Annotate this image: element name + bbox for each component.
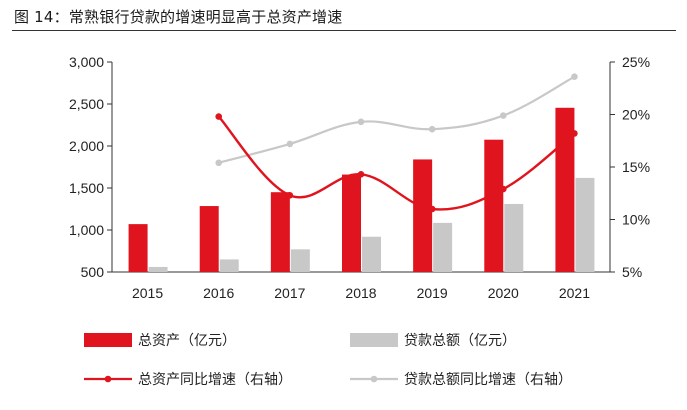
total-assets-bar <box>484 139 504 272</box>
legend-total-assets-growth: 总资产同比增速（右轴） <box>84 372 292 388</box>
total-loans-bar <box>433 222 453 272</box>
total-loans-bar <box>148 266 168 272</box>
right-tick-label: 10% <box>622 212 650 228</box>
x-tick-label: 2015 <box>132 285 163 301</box>
total-loans-bar <box>575 177 595 272</box>
total-assets-growth-point <box>215 113 223 120</box>
figure-title: 图 14：常熟银行贷款的增速明显高于总资产增速 <box>14 8 343 26</box>
lines <box>215 73 578 213</box>
x-tick-label: 2021 <box>559 285 590 301</box>
x-tick-label: 2019 <box>417 285 448 301</box>
total-loans-growth-point <box>357 118 365 126</box>
total-assets-growth-point <box>286 192 294 199</box>
total-assets-bar <box>555 107 575 272</box>
bars <box>128 107 595 272</box>
total-loans-bar <box>362 236 381 272</box>
left-tick-label: 1,500 <box>69 180 104 196</box>
total-loans-bar <box>219 259 239 272</box>
left-tick-label: 500 <box>81 264 105 280</box>
total-loans-growth-point <box>286 140 294 148</box>
tick-labels: 500 1,000 1,500 2,000 2,500 3,000 5% 10% 15% 20% 2… <box>69 54 650 301</box>
legend-label: 总资产（亿元） <box>138 333 236 349</box>
total-loans-growth-point <box>428 125 436 133</box>
left-tick-label: 3,000 <box>69 54 104 70</box>
total-assets-growth-point <box>499 185 507 193</box>
x-tick-label: 2020 <box>488 285 519 301</box>
total-loans-growth-point <box>215 159 223 167</box>
total-loans-growth-line <box>218 75 575 164</box>
total-assets-bar <box>413 159 433 272</box>
legend-label: 贷款总额（亿元） <box>404 333 516 349</box>
right-tick-label: 25% <box>622 54 650 70</box>
legend-marker <box>104 375 112 383</box>
left-tick-label: 2,000 <box>69 138 104 154</box>
left-tick-label: 2,500 <box>69 96 104 112</box>
total-loans-bar <box>290 249 310 272</box>
total-loans-growth-point <box>571 73 578 80</box>
total-assets-growth-point <box>571 130 578 137</box>
legend-swatch <box>350 333 398 347</box>
x-tick-label: 2018 <box>345 285 376 301</box>
total-assets-bar <box>128 224 148 272</box>
legend-total-loans-growth: 贷款总额同比增速（右轴） <box>350 372 572 388</box>
total-loans-bar <box>504 203 524 272</box>
legend-marker <box>370 375 378 383</box>
legend-swatch <box>84 333 132 347</box>
total-assets-bar <box>342 174 361 272</box>
legend-total-loans: 贷款总额（亿元） <box>350 333 516 349</box>
total-assets-bar <box>199 206 219 272</box>
legend: 总资产（亿元） 贷款总额（亿元） 总资产同比增速（右轴） 贷款总额同比增速（右轴） <box>84 333 572 388</box>
x-tick-label: 2016 <box>203 285 234 301</box>
legend-label: 贷款总额同比增速（右轴） <box>404 372 572 388</box>
total-assets-growth-point <box>357 171 365 178</box>
total-assets-growth-point <box>428 205 436 213</box>
total-assets-bar <box>270 192 290 272</box>
legend-label: 总资产同比增速（右轴） <box>138 372 292 388</box>
legend-total-assets: 总资产（亿元） <box>84 333 236 349</box>
title-rule <box>12 30 676 31</box>
right-tick-label: 5% <box>622 264 642 280</box>
x-tick-label: 2017 <box>274 285 305 301</box>
right-tick-label: 15% <box>622 159 650 175</box>
total-assets-growth-line <box>217 115 576 211</box>
left-tick-label: 1,000 <box>69 222 104 238</box>
right-tick-label: 20% <box>622 107 650 123</box>
total-loans-growth-point <box>499 112 507 119</box>
